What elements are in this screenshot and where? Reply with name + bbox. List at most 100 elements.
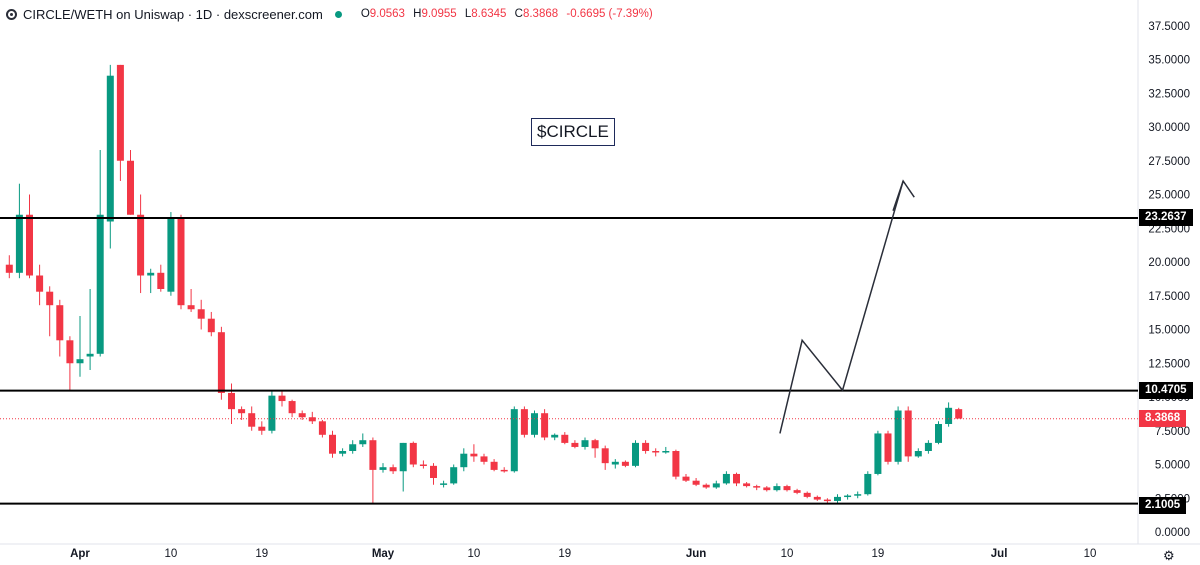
candle bbox=[217, 326, 225, 400]
candle-body bbox=[712, 483, 720, 488]
candle bbox=[722, 471, 730, 485]
candle bbox=[945, 402, 953, 427]
candle bbox=[409, 441, 417, 468]
candle-body bbox=[318, 421, 326, 435]
candle-body bbox=[116, 64, 124, 161]
candle bbox=[874, 430, 882, 476]
candle bbox=[712, 480, 720, 489]
candle bbox=[308, 411, 316, 424]
candle-body bbox=[682, 476, 690, 481]
close-value: 8.3868 bbox=[522, 8, 559, 20]
candle bbox=[733, 472, 740, 487]
candle-body bbox=[510, 409, 518, 472]
x-tick-label: 10 bbox=[468, 548, 481, 560]
candle-body bbox=[349, 444, 357, 451]
candle-body bbox=[197, 309, 205, 319]
candle-body bbox=[359, 440, 367, 445]
candle bbox=[238, 406, 246, 420]
candle bbox=[369, 437, 377, 504]
y-tick-label: 7.5000 bbox=[1155, 426, 1190, 438]
candle bbox=[955, 407, 963, 419]
symbol-title: CIRCLE/WETH on Uniswap · 1D · dexscreene… bbox=[23, 6, 323, 22]
candle bbox=[904, 406, 912, 462]
y-tick-label: 37.5000 bbox=[1148, 21, 1190, 33]
projection-arrow-head bbox=[892, 179, 915, 211]
candle-body bbox=[854, 494, 862, 496]
candle bbox=[470, 444, 478, 462]
candle-body bbox=[945, 407, 953, 424]
chart-header: CIRCLE/WETH on Uniswap · 1D · dexscreene… bbox=[6, 5, 653, 23]
candle bbox=[207, 311, 215, 337]
candle bbox=[56, 299, 64, 357]
candle bbox=[500, 467, 508, 473]
x-tick-label: 10 bbox=[165, 548, 178, 560]
candle bbox=[551, 433, 559, 441]
candle-body bbox=[672, 451, 680, 477]
candle bbox=[318, 419, 326, 438]
candle bbox=[924, 440, 932, 454]
candle bbox=[935, 421, 942, 445]
candle bbox=[642, 440, 650, 454]
candle bbox=[440, 480, 448, 488]
candle-body bbox=[157, 272, 165, 289]
y-tick-label: 35.0000 bbox=[1148, 55, 1190, 67]
candle-body bbox=[56, 305, 64, 341]
candle bbox=[571, 440, 579, 449]
candle bbox=[813, 495, 821, 501]
x-tick-label: Apr bbox=[70, 548, 90, 560]
candle-body bbox=[702, 484, 710, 488]
candle bbox=[763, 486, 771, 492]
candle-body bbox=[106, 75, 114, 222]
candle bbox=[884, 430, 892, 465]
candle-body bbox=[722, 473, 730, 484]
candle bbox=[36, 264, 44, 306]
candle-body bbox=[167, 217, 175, 292]
ohlc-readout: O9.0563 H9.0955 L8.6345 C8.3868 -0.6695 … bbox=[356, 8, 653, 20]
candle bbox=[632, 440, 639, 468]
candle bbox=[288, 399, 296, 418]
change-value: -0.6695 (-7.39%) bbox=[566, 8, 653, 20]
high-key: H bbox=[413, 8, 422, 20]
candle bbox=[520, 406, 528, 438]
candle bbox=[702, 483, 710, 489]
candle bbox=[854, 491, 862, 499]
candle-body bbox=[935, 424, 942, 443]
candle-body bbox=[914, 451, 922, 457]
candle-body bbox=[490, 461, 498, 470]
candle-body bbox=[278, 395, 286, 402]
candle bbox=[531, 410, 538, 438]
candle-body bbox=[389, 467, 397, 472]
y-tick-label: 30.0000 bbox=[1148, 122, 1190, 134]
candle bbox=[662, 446, 670, 454]
candle-body bbox=[430, 465, 437, 478]
candle bbox=[379, 463, 387, 473]
candle bbox=[541, 409, 549, 441]
candle-body bbox=[632, 442, 639, 466]
candle bbox=[914, 448, 922, 458]
price-label-top: 23.2637 bbox=[1139, 209, 1193, 226]
candle bbox=[76, 316, 84, 377]
candle-body bbox=[894, 410, 902, 462]
candle-body bbox=[217, 332, 225, 393]
candle bbox=[349, 440, 357, 454]
candle-body bbox=[238, 409, 246, 414]
candle-body bbox=[5, 264, 13, 273]
candle bbox=[157, 264, 165, 292]
settings-gear-icon[interactable]: ⚙ bbox=[1163, 548, 1175, 563]
candle bbox=[692, 478, 700, 487]
candle-body bbox=[409, 442, 417, 465]
candle-body bbox=[86, 353, 94, 357]
candle bbox=[46, 286, 54, 337]
y-tick-label: 15.0000 bbox=[1148, 325, 1190, 337]
candle-body bbox=[803, 492, 811, 497]
candle bbox=[116, 64, 124, 181]
candle-body bbox=[399, 442, 407, 472]
x-tick-label: Jun bbox=[686, 548, 706, 560]
candle bbox=[167, 212, 175, 296]
candle-body bbox=[611, 461, 619, 465]
candle-body bbox=[652, 451, 660, 453]
y-tick-label: 20.0000 bbox=[1148, 257, 1190, 269]
candle-body bbox=[248, 413, 256, 427]
